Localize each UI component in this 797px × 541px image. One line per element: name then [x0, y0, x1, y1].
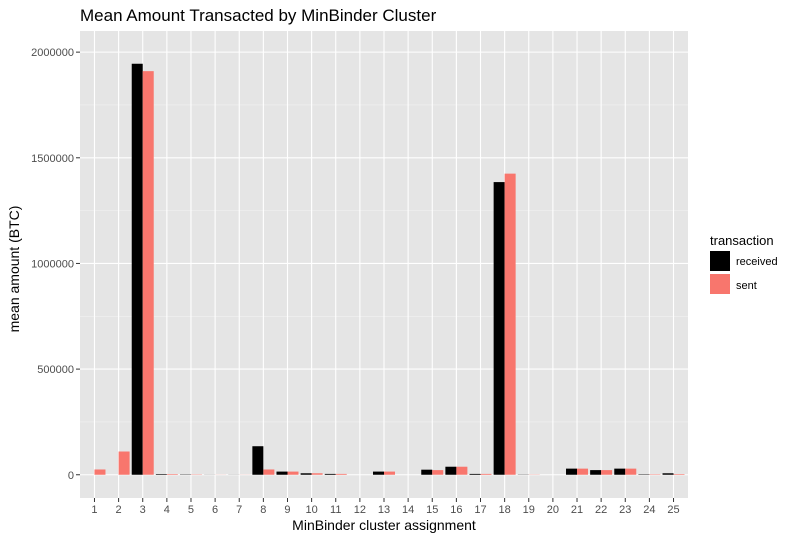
bar-received-cluster-21 — [566, 468, 578, 475]
x-tick-label: 23 — [619, 504, 631, 516]
bar-received-cluster-18 — [493, 182, 505, 475]
y-tick-label: 500000 — [37, 364, 74, 376]
bar-received-cluster-9 — [276, 471, 288, 475]
x-tick-label: 17 — [474, 504, 486, 516]
y-tick-label: 2000000 — [31, 47, 74, 59]
x-tick-label: 19 — [523, 504, 535, 516]
x-tick-label: 16 — [450, 504, 462, 516]
bar-sent-cluster-1 — [94, 469, 106, 475]
legend-title: transaction — [710, 233, 774, 248]
bar-sent-cluster-8 — [263, 469, 275, 475]
x-tick-label: 5 — [188, 504, 194, 516]
bar-sent-cluster-22 — [601, 470, 613, 475]
bar-sent-cluster-13 — [384, 471, 395, 475]
x-tick-label: 13 — [378, 504, 390, 516]
bar-sent-cluster-11 — [335, 473, 347, 475]
bar-received-cluster-10 — [300, 473, 312, 475]
x-tick-label: 9 — [284, 504, 290, 516]
bar-received-cluster-4 — [155, 474, 167, 475]
bar-sent-cluster-4 — [166, 474, 178, 475]
bar-sent-cluster-17 — [480, 473, 492, 475]
legend-label-received: received — [736, 256, 778, 268]
legend: transaction received sent — [710, 233, 778, 294]
bar-sent-cluster-10 — [311, 473, 323, 475]
bar-sent-cluster-3 — [142, 71, 154, 475]
y-axis: 0 500000 1000000 1500000 2000000 — [31, 47, 80, 482]
chart-title: Mean Amount Transacted by MinBinder Clus… — [80, 6, 437, 25]
y-tick-label: 0 — [68, 470, 74, 482]
y-tick-label: 1500000 — [31, 153, 74, 165]
bar-sent-cluster-15 — [432, 470, 444, 475]
bars — [94, 63, 685, 475]
bar-received-cluster-25 — [662, 473, 674, 475]
bar-received-cluster-15 — [421, 469, 433, 475]
x-tick-label: 8 — [260, 504, 266, 516]
bar-received-cluster-11 — [324, 473, 336, 475]
x-tick-label: 4 — [164, 504, 170, 516]
x-tick-label: 15 — [426, 504, 438, 516]
bar-received-cluster-16 — [445, 466, 457, 475]
bar-sent-cluster-25 — [673, 474, 685, 475]
x-tick-label: 10 — [305, 504, 317, 516]
y-tick-label: 1000000 — [31, 258, 74, 270]
bar-sent-cluster-21 — [577, 468, 589, 475]
x-tick-label: 3 — [140, 504, 146, 516]
x-tick-label: 24 — [643, 504, 655, 516]
x-tick-label: 25 — [667, 504, 679, 516]
grid-lines — [80, 31, 688, 498]
x-tick-label: 11 — [330, 504, 341, 516]
x-tick-label: 7 — [236, 504, 242, 516]
x-tick-label: 21 — [571, 504, 583, 516]
x-tick-label: 14 — [402, 504, 414, 516]
bar-sent-cluster-16 — [456, 466, 468, 475]
bar-sent-cluster-23 — [625, 468, 637, 475]
x-axis-title: MinBinder cluster assignment — [292, 517, 476, 533]
bar-sent-cluster-9 — [287, 471, 299, 475]
bar-received-cluster-23 — [614, 468, 626, 475]
x-tick-label: 20 — [547, 504, 559, 516]
legend-swatch-received — [710, 251, 730, 271]
x-tick-label: 18 — [499, 504, 511, 516]
bar-received-cluster-22 — [590, 470, 602, 475]
bar-received-cluster-3 — [131, 63, 143, 475]
x-tick-label: 1 — [91, 504, 97, 516]
x-tick-label: 2 — [116, 504, 122, 516]
x-tick-label: 12 — [354, 504, 366, 516]
legend-label-sent: sent — [736, 280, 757, 292]
bar-received-cluster-8 — [252, 446, 264, 475]
x-tick-label: 22 — [595, 504, 607, 516]
x-tick-label: 6 — [212, 504, 218, 516]
legend-swatch-sent — [710, 274, 730, 294]
y-axis-title: mean amount (BTC) — [6, 206, 22, 333]
x-axis: 1 2 3 4 5 6 7 8 9 10 11 12 13 14 15 16 17 18 19 20 21 22 23 24 2… — [91, 498, 680, 516]
bar-sent-cluster-18 — [504, 173, 516, 475]
bar-sent-cluster-2 — [118, 451, 130, 475]
bar-received-cluster-17 — [469, 473, 481, 475]
bar-received-cluster-13 — [373, 471, 384, 475]
